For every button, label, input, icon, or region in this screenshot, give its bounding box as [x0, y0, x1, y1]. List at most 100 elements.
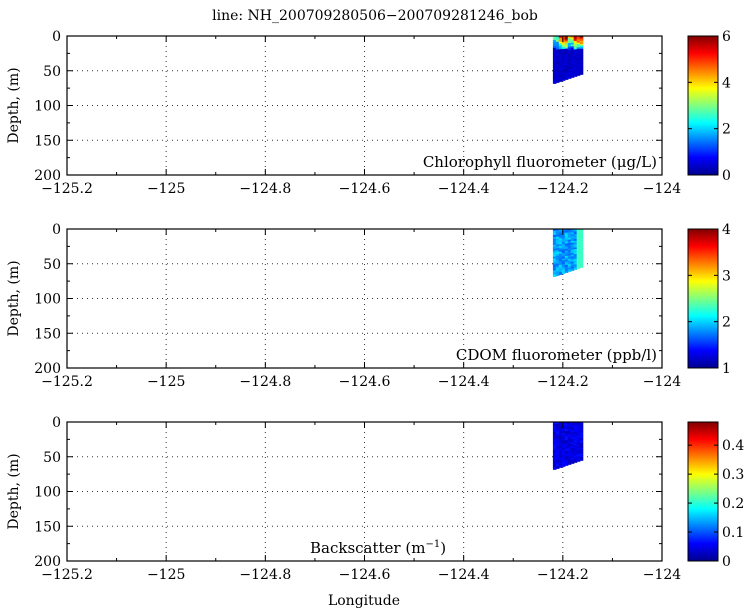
data-cell: [558, 423, 563, 427]
data-cell: [570, 39, 575, 42]
data-cell: [564, 438, 569, 441]
data-cell: [561, 440, 566, 443]
data-cell: [564, 265, 569, 268]
colorbar-tick-label: 4: [722, 75, 731, 91]
data-cell: [555, 423, 560, 427]
data-cell: [552, 67, 557, 71]
data-cell: [579, 61, 584, 64]
data-cell: [555, 267, 560, 271]
data-cell: [558, 272, 563, 275]
data-cell: [567, 74, 572, 78]
data-cell: [561, 460, 566, 464]
data-cell: [579, 45, 584, 48]
data-cell: [579, 238, 584, 241]
data-cell: [567, 425, 572, 428]
data-cell: [579, 428, 584, 431]
data-cell: [564, 256, 569, 259]
data-cell: [579, 447, 584, 450]
data-cell: [564, 431, 569, 434]
data-cell: [561, 271, 566, 274]
data-cell: [555, 443, 560, 446]
data-cell: [561, 453, 566, 456]
data-cell: [573, 267, 578, 270]
x-tick-label: −124.6: [339, 567, 391, 583]
data-cell: [564, 434, 569, 438]
data-cell: [558, 242, 563, 245]
data-cell: [552, 236, 557, 240]
data-cell: [576, 60, 581, 63]
data-cell: [564, 461, 569, 465]
data-cell: [579, 452, 584, 455]
data-cell: [570, 56, 575, 59]
data-cell: [567, 51, 572, 55]
data-cell: [567, 39, 572, 42]
data-cell: [564, 456, 569, 459]
data-cell: [576, 50, 581, 53]
data-cell: [579, 229, 584, 232]
data-cell: [561, 444, 566, 447]
data-cell: [555, 68, 560, 72]
colorbar: [687, 228, 719, 369]
data-cell: [558, 259, 563, 262]
data-cell: [558, 261, 563, 264]
data-cell: [573, 455, 578, 458]
data-cell: [561, 59, 566, 63]
data-cell: [558, 52, 563, 56]
data-cell: [555, 464, 560, 467]
data-cell: [579, 260, 584, 264]
data-cell: [579, 47, 584, 50]
data-cell: [567, 432, 572, 435]
data-cell: [576, 55, 581, 58]
data-cell: [576, 238, 581, 242]
data-cell: [567, 251, 572, 255]
colorbar-tick-label: 0.2: [722, 496, 744, 512]
data-cell: [558, 268, 563, 272]
data-cell: [552, 449, 557, 453]
data-cell: [570, 68, 575, 71]
data-cell: [567, 262, 572, 265]
data-cell: [576, 246, 581, 250]
y-tick-label: 100: [34, 292, 61, 308]
data-cell: [564, 241, 569, 245]
data-cell: [579, 241, 584, 244]
data-cell: [573, 432, 578, 435]
data-cell: [561, 442, 566, 445]
data-cell: [552, 246, 557, 250]
data-cell: [567, 50, 572, 53]
y-tick-label: 0: [52, 415, 61, 431]
data-cell: [579, 449, 584, 452]
data-cell: [567, 430, 572, 434]
data-cell: [558, 79, 563, 82]
data-cell: [564, 52, 569, 55]
data-cell: [564, 236, 569, 239]
data-cell: [561, 436, 566, 440]
data-cell: [576, 431, 581, 435]
data-cell: [555, 445, 560, 448]
data-cell: [555, 254, 560, 257]
data-cell: [552, 270, 557, 273]
data-cell: [561, 39, 566, 43]
data-cell: [576, 44, 581, 47]
data-cell: [555, 439, 560, 442]
data-cell: [579, 433, 584, 436]
data-cell: [561, 260, 566, 263]
data-cell: [579, 63, 584, 66]
data-cell: [555, 234, 560, 238]
data-cell: [570, 51, 575, 54]
data-cell: [573, 72, 578, 76]
data-cell: [555, 45, 560, 49]
data-cell: [576, 425, 581, 428]
data-cell: [558, 244, 563, 247]
data-cell: [570, 249, 575, 252]
data-cell: [576, 261, 581, 264]
data-cell: [564, 250, 569, 254]
variable-label: Backscatter (m−1): [310, 539, 446, 557]
data-cell: [579, 455, 584, 458]
data-cell: [558, 232, 563, 236]
data-cell: [561, 423, 566, 427]
data-cell: [579, 458, 584, 461]
data-cell: [567, 57, 572, 60]
data-cell: [564, 59, 569, 62]
data-cell: [567, 76, 572, 79]
data-cell: [576, 456, 581, 459]
